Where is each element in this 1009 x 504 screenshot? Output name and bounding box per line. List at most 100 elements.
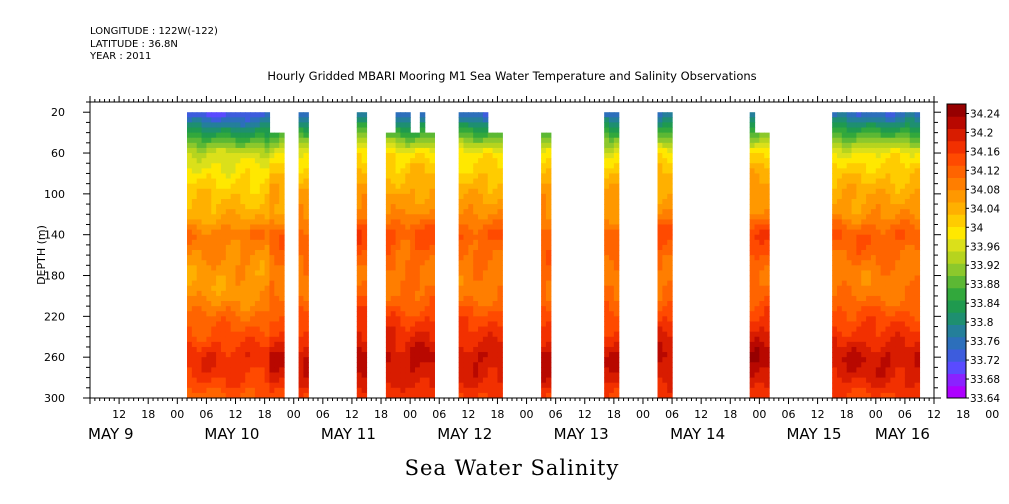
- heatmap-cell: [609, 127, 615, 134]
- heatmap-cell: [235, 311, 241, 317]
- heatmap-cell: [754, 244, 760, 251]
- x-tick-label: 06: [549, 408, 563, 421]
- heatmap-cell: [880, 137, 887, 144]
- colorbar-label: 34.12: [970, 165, 1000, 177]
- heatmap-cell: [904, 295, 911, 302]
- heatmap-cell: [259, 178, 266, 185]
- heatmap-cell: [405, 331, 411, 338]
- chart-title: Hourly Gridded MBARI Mooring M1 Sea Wate…: [267, 69, 756, 83]
- heatmap-cell: [895, 321, 901, 328]
- heatmap-cell: [410, 204, 416, 210]
- heatmap-cell: [463, 163, 469, 169]
- colorbar-label: 34.16: [970, 146, 1000, 158]
- heatmap-cell: [545, 321, 552, 328]
- heatmap-cell: [841, 352, 848, 358]
- heatmap-cell: [458, 188, 465, 195]
- heatmap-cell: [749, 132, 756, 139]
- heatmap-cell: [880, 214, 887, 220]
- heatmap-cell: [492, 173, 499, 180]
- heatmap-cell: [458, 147, 465, 154]
- heatmap-cell: [914, 357, 921, 363]
- heatmap-cell: [240, 122, 246, 129]
- heatmap-cell: [187, 336, 193, 343]
- heatmap-cell: [890, 382, 896, 389]
- heatmap-cell: [545, 316, 552, 323]
- heatmap-cell: [609, 372, 615, 379]
- heatmap-cell: [754, 306, 760, 312]
- heatmap-cell: [410, 193, 416, 200]
- heatmap-cell: [609, 367, 615, 374]
- heatmap-cell: [216, 367, 222, 374]
- heatmap-cell: [667, 346, 673, 353]
- heatmap-cell: [832, 367, 838, 374]
- heatmap-cell: [541, 204, 547, 210]
- heatmap-cell: [609, 117, 615, 124]
- heatmap-cell: [851, 336, 857, 343]
- heatmap-cell: [254, 178, 261, 185]
- heatmap-cell: [900, 193, 906, 200]
- heatmap-cell: [356, 198, 363, 205]
- heatmap-cell: [478, 250, 484, 256]
- heatmap-cell: [385, 336, 392, 343]
- heatmap-cell: [609, 158, 615, 164]
- heatmap-cell: [463, 147, 469, 154]
- heatmap-cell: [764, 392, 770, 399]
- heatmap-cell: [657, 209, 663, 215]
- heatmap-cell: [191, 255, 198, 261]
- heatmap-cell: [424, 153, 431, 159]
- heatmap-cell: [259, 234, 266, 241]
- heatmap-cell: [303, 132, 309, 139]
- heatmap-cell: [909, 117, 916, 124]
- heatmap-cell: [225, 163, 232, 169]
- heatmap-cell: [836, 265, 843, 272]
- heatmap-cell: [356, 311, 363, 317]
- heatmap-cell: [274, 158, 280, 164]
- heatmap-cell: [749, 306, 756, 312]
- heatmap-cell: [463, 357, 469, 363]
- heatmap-cell: [759, 275, 765, 282]
- heatmap-cell: [429, 280, 435, 287]
- heatmap-cell: [890, 229, 896, 236]
- heatmap-cell: [487, 137, 494, 144]
- heatmap-cell: [230, 341, 237, 348]
- heatmap-cell: [269, 362, 275, 368]
- heatmap-cell: [298, 301, 305, 307]
- heatmap-cell: [240, 188, 246, 195]
- heatmap-cell: [870, 250, 877, 256]
- heatmap-cell: [201, 362, 208, 368]
- heatmap-cell: [390, 178, 397, 185]
- heatmap-cell: [851, 326, 857, 333]
- heatmap-cell: [541, 193, 547, 200]
- heatmap-cell: [245, 295, 251, 302]
- heatmap-cell: [424, 188, 431, 195]
- heatmap-cell: [250, 234, 256, 241]
- heatmap-cell: [866, 234, 872, 241]
- heatmap-cell: [880, 382, 887, 389]
- heatmap-cell: [667, 377, 673, 384]
- heatmap-cell: [497, 209, 503, 215]
- heatmap-cell: [900, 183, 906, 190]
- heatmap-cell: [385, 193, 392, 200]
- heatmap-cell: [463, 173, 469, 180]
- heatmap-cell: [245, 311, 251, 317]
- heatmap-cell: [904, 382, 911, 389]
- heatmap-cell: [609, 163, 615, 169]
- heatmap-cell: [866, 382, 872, 389]
- heatmap-cell: [880, 280, 887, 287]
- heatmap-cell: [298, 336, 305, 343]
- heatmap-cell: [754, 265, 760, 272]
- heatmap-cell: [667, 163, 673, 169]
- heatmap-cell: [225, 137, 232, 144]
- heatmap-cell: [861, 209, 867, 215]
- x-tick-label: 00: [636, 408, 650, 421]
- heatmap-cell: [468, 163, 474, 169]
- heatmap-cell: [274, 255, 280, 261]
- heatmap-cell: [861, 219, 867, 226]
- heatmap-cell: [841, 357, 848, 363]
- heatmap-cell: [482, 260, 489, 266]
- heatmap-cell: [395, 352, 402, 358]
- heatmap-cell: [764, 188, 770, 195]
- heatmap-cell: [885, 193, 891, 200]
- heatmap-cell: [400, 352, 406, 358]
- heatmap-cell: [861, 290, 867, 297]
